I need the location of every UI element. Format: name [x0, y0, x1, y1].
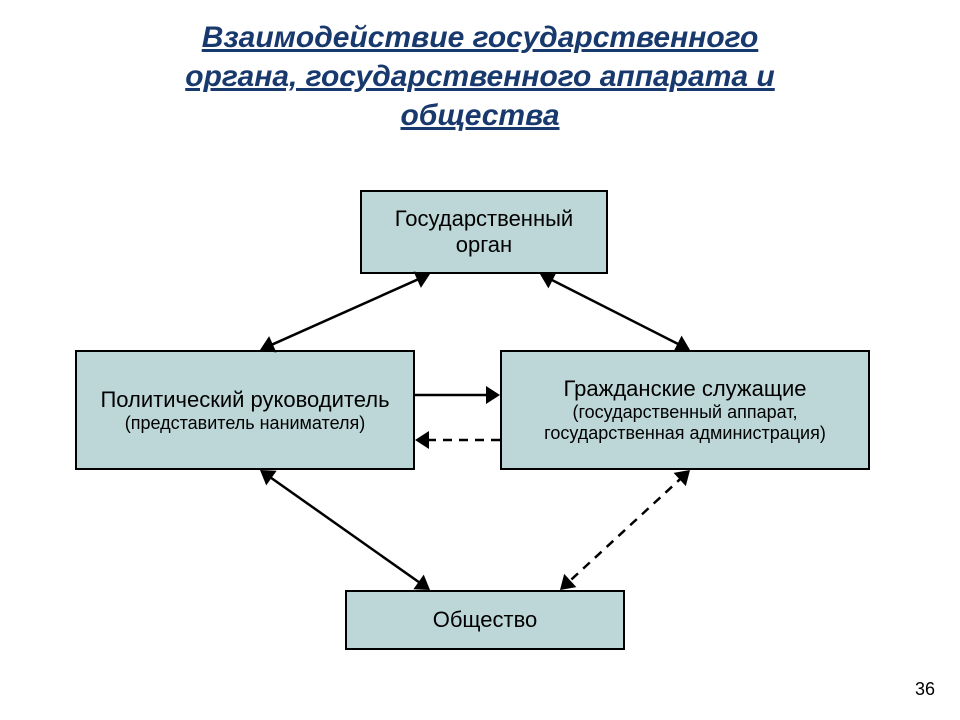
- node-society: Общество: [345, 590, 625, 650]
- title-line-2: органа, государственного аппарата и: [0, 57, 960, 96]
- node-label: Государственный орган: [372, 206, 596, 258]
- page-title: Взаимодействие государственного органа, …: [0, 18, 960, 135]
- node-label: Гражданские служащие: [563, 376, 806, 402]
- node-state-body: Государственный орган: [360, 190, 608, 274]
- node-label: Политический руководитель: [100, 387, 389, 413]
- node-political-leader: Политический руководитель (представитель…: [75, 350, 415, 470]
- title-line-1: Взаимодействие государственного: [0, 18, 960, 57]
- node-label: Общество: [433, 607, 538, 633]
- title-line-3: общества: [0, 96, 960, 135]
- page-number: 36: [915, 679, 935, 700]
- node-sublabel: (государственный аппарат, государственна…: [512, 402, 858, 444]
- node-sublabel: (представитель нанимателя): [125, 413, 366, 434]
- node-civil-servants: Гражданские служащие (государственный ап…: [500, 350, 870, 470]
